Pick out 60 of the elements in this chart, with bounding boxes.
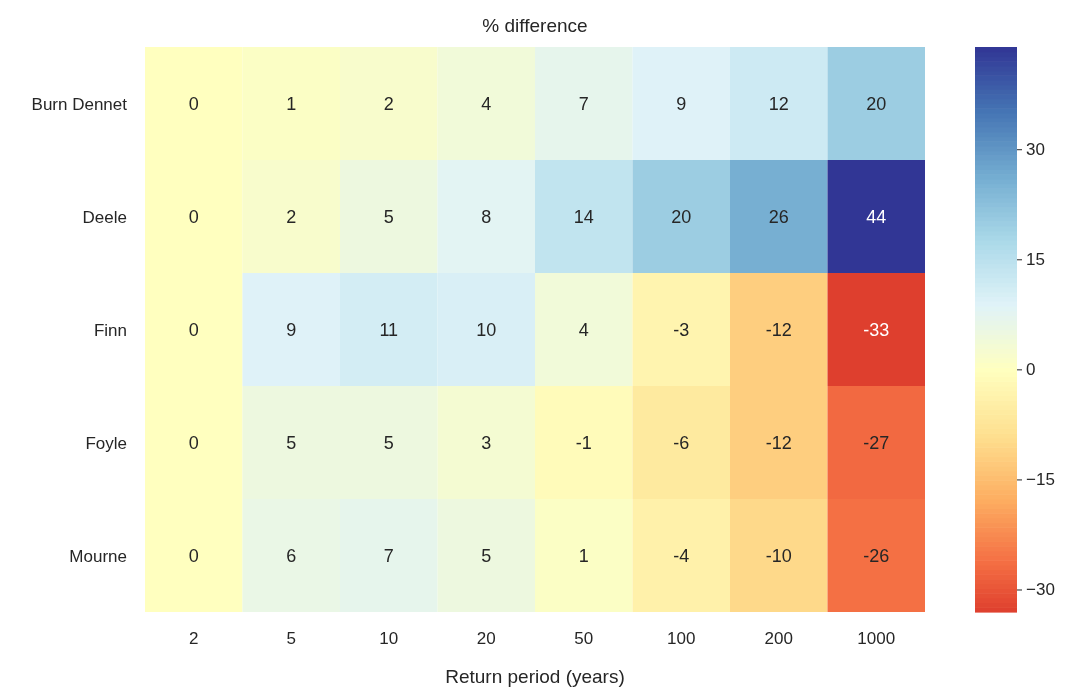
data-label: 0 — [188, 206, 199, 227]
y-tick-label: Mourne — [69, 546, 127, 566]
x-tick-label: 5 — [286, 629, 296, 649]
chart-title: % difference — [482, 14, 588, 36]
data-label: -1 — [575, 432, 592, 453]
data-label: 7 — [578, 93, 589, 114]
data-label: 7 — [383, 545, 394, 566]
data-label: 2 — [383, 93, 394, 114]
color-bar-label: −15 — [1026, 470, 1055, 490]
data-label: 20 — [866, 93, 887, 114]
data-label: -10 — [765, 545, 792, 566]
data-label: 1 — [578, 545, 589, 566]
data-label: 0 — [188, 319, 199, 340]
data-label: 1 — [286, 93, 297, 114]
x-tick-label: 1000 — [857, 629, 896, 649]
data-label: -3 — [673, 319, 690, 340]
x-tick-label: 2 — [189, 629, 199, 649]
data-label: 0 — [188, 93, 199, 114]
data-label: 4 — [578, 319, 589, 340]
y-tick-label: Foyle — [85, 433, 127, 453]
color-bar-label: −30 — [1026, 580, 1055, 600]
data-label: -26 — [863, 545, 890, 566]
data-label: 26 — [768, 206, 789, 227]
data-label: -12 — [765, 432, 792, 453]
data-label: 6 — [286, 545, 297, 566]
data-label: 9 — [676, 93, 687, 114]
x-tick-label: 50 — [574, 629, 594, 649]
data-label: 5 — [481, 545, 492, 566]
data-label: -27 — [863, 432, 890, 453]
data-label: 11 — [379, 319, 399, 340]
data-label: 14 — [573, 206, 594, 227]
x-tick-label: 100 — [667, 629, 696, 649]
data-label: -6 — [673, 432, 690, 453]
x-tick-label: 10 — [379, 629, 399, 649]
data-label: 5 — [383, 432, 394, 453]
x-tick-label: 20 — [476, 629, 496, 649]
color-bar-label: 0 — [1026, 360, 1036, 380]
x-axis-title: Return period (years) — [445, 666, 625, 687]
data-label: 20 — [671, 206, 692, 227]
data-label: 0 — [188, 432, 199, 453]
data-label: -4 — [673, 545, 690, 566]
data-label: -12 — [765, 319, 792, 340]
data-label: 5 — [383, 206, 394, 227]
data-label: 3 — [481, 432, 492, 453]
y-tick-label: Deele — [82, 207, 127, 227]
data-label: 5 — [286, 432, 297, 453]
data-label: 2 — [286, 206, 297, 227]
x-tick-label: 200 — [764, 629, 793, 649]
data-label: -33 — [863, 319, 890, 340]
data-label: 44 — [866, 206, 887, 227]
data-label: 8 — [481, 206, 492, 227]
data-label: 12 — [768, 93, 789, 114]
y-tick-label: Burn Dennet — [31, 94, 128, 114]
color-bar-label: 15 — [1026, 250, 1045, 270]
data-label: 9 — [286, 319, 297, 340]
data-label: 0 — [188, 545, 199, 566]
data-label: 10 — [476, 319, 497, 340]
color-bar-label: 30 — [1026, 140, 1045, 160]
y-tick-label: Finn — [93, 320, 127, 340]
data-label: 4 — [481, 93, 492, 114]
